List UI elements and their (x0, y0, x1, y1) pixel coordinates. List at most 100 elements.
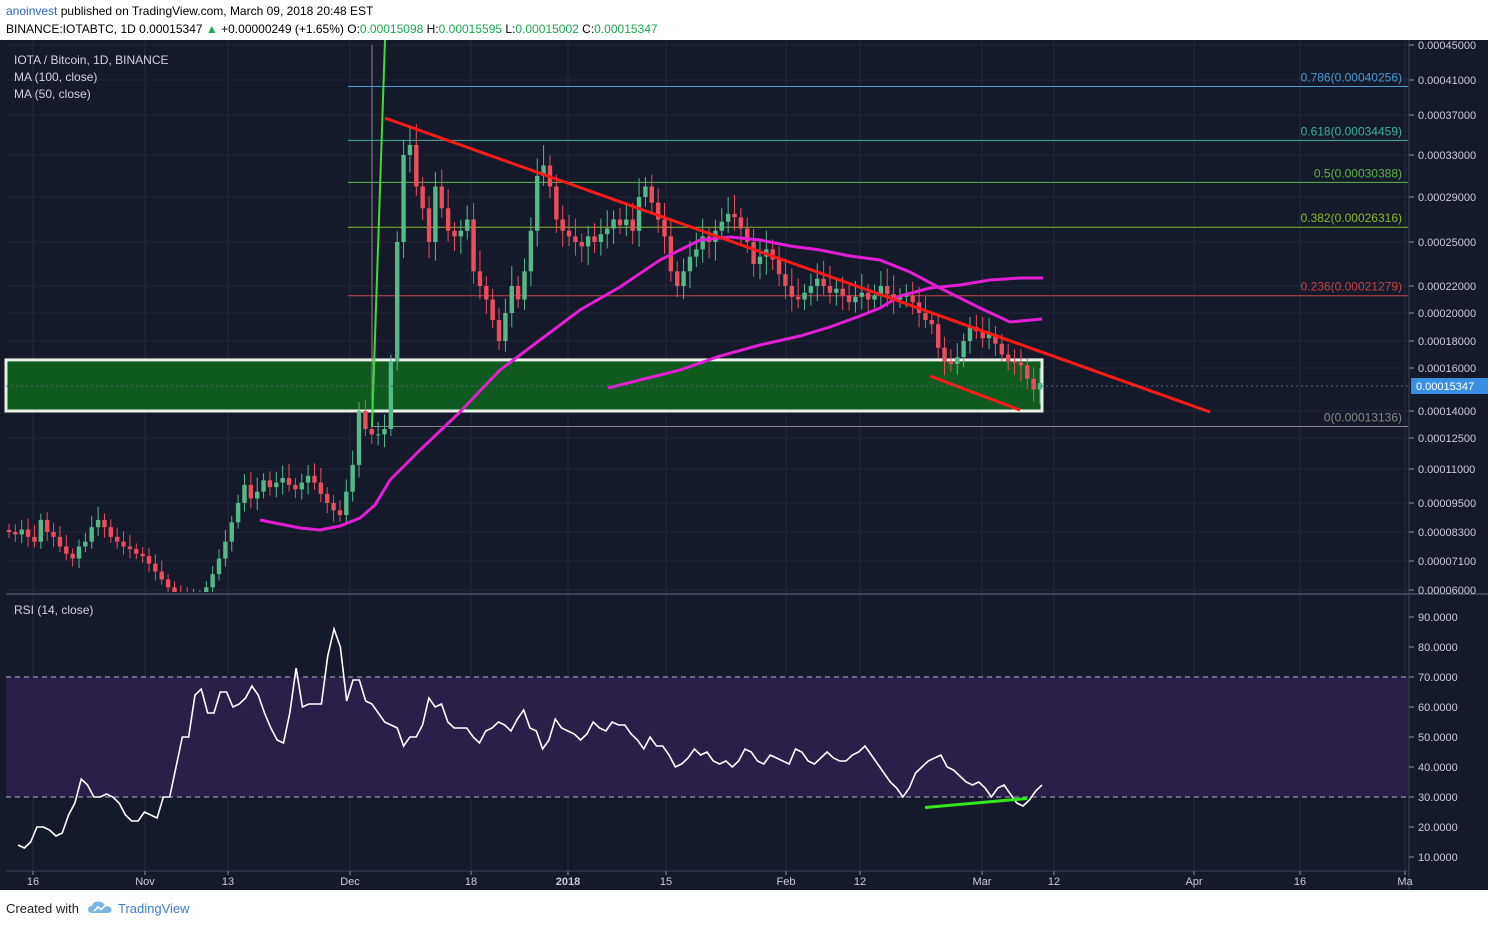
candle-body (70, 553, 75, 559)
price-axis-label: 0.00022000 (1418, 281, 1476, 293)
breakout-spike-line (371, 40, 386, 427)
candle-body (815, 278, 820, 286)
symbol-text: BINANCE:IOTABTC, 1D (6, 22, 136, 36)
publish-text: published on TradingView.com, March 09, … (60, 4, 374, 18)
candle-body (185, 595, 189, 598)
rsi-legend: RSI (14, close) (14, 603, 93, 617)
candle-body (929, 320, 935, 325)
candle-body (770, 249, 775, 260)
chart-area[interactable]: 0.786(0.00040256) 0.618(0.00034459) 0.5(0.… (0, 40, 1488, 890)
chart-legend-title: IOTA / Bitcoin, 1D, BINANCE (14, 53, 169, 67)
time-axis-label: Dec (340, 876, 360, 888)
candle-body (675, 271, 680, 286)
candle-body (636, 197, 642, 231)
candle-body (541, 165, 546, 176)
ma50-legend: MA (50, close) (14, 87, 91, 101)
price-axis-label: 0.00045000 (1418, 40, 1476, 52)
candle-body (885, 286, 890, 295)
ma100-line (259, 235, 1043, 532)
candle-body (13, 532, 18, 535)
candle-body (935, 324, 941, 348)
candle-body (598, 234, 604, 242)
candle-body (458, 230, 464, 237)
candle-body (515, 286, 521, 300)
candle-body (426, 208, 432, 242)
candle-body (140, 553, 145, 557)
candle-body (649, 186, 654, 203)
rsi-axis-label: 70.0000 (1418, 672, 1458, 684)
candle-body (993, 334, 998, 344)
candle-body (375, 434, 381, 436)
price-axis-label: 0.00006000 (1418, 585, 1476, 597)
author-link[interactable]: anoinvest (6, 4, 58, 18)
candle-body (134, 548, 139, 554)
footer: Created with TradingView (0, 890, 1488, 926)
candle-body (955, 357, 960, 364)
close-label: C: (582, 22, 595, 36)
candle-body (1037, 383, 1043, 390)
candle-body (76, 546, 82, 559)
candle-body (382, 429, 387, 435)
price-axis-label: 0.00016000 (1418, 363, 1476, 375)
candle-body (566, 230, 572, 237)
candle-body (420, 186, 425, 209)
support-zone-box (4, 358, 1044, 413)
current-price-tag (1411, 378, 1488, 394)
candle-body (528, 230, 534, 272)
fib-level-label: 0.236(0.00021279) (1301, 280, 1402, 294)
high-label: H: (426, 22, 439, 36)
candle-body (948, 361, 954, 364)
candle-body (694, 249, 699, 257)
candle-body (560, 219, 565, 231)
candle-body (662, 219, 667, 237)
rsi-line (17, 626, 1043, 849)
candle-body (630, 219, 635, 231)
candle-body (51, 532, 56, 537)
price-axis-label: 0.00020000 (1418, 308, 1476, 320)
candle-body (1012, 361, 1017, 363)
tradingview-link[interactable]: TradingView (118, 901, 190, 916)
candle-body (286, 478, 292, 485)
price-axis-label: 0.00014000 (1418, 406, 1476, 418)
candle-body (999, 343, 1005, 355)
candle-body (522, 271, 527, 300)
fib-level-label: 0.5(0.00030388) (1314, 166, 1402, 180)
open-value: 0.00015098 (359, 22, 424, 36)
candle-body (592, 236, 597, 242)
price-axis-label: 0.00008300 (1418, 527, 1476, 539)
time-axis-label: 18 (465, 876, 477, 888)
candle-body (38, 519, 44, 542)
candle-body (223, 541, 228, 559)
chart-header: anoinvest published on TradingView.com, … (0, 0, 1488, 40)
candle-body (127, 546, 133, 549)
up-triangle-icon: ▲ (205, 22, 218, 36)
time-axis-label: 15 (660, 876, 672, 888)
publish-line: anoinvest published on TradingView.com, … (6, 4, 373, 18)
candle-body (248, 484, 254, 499)
candle-body (503, 313, 508, 341)
candle-body (821, 278, 826, 286)
low-label: L: (505, 22, 516, 36)
ma100-legend: MA (100, close) (14, 70, 97, 84)
time-axis-label: 16 (27, 876, 39, 888)
candle-body (681, 271, 686, 286)
candle-body (57, 536, 63, 547)
candle-body (452, 230, 457, 237)
candle-body (25, 529, 31, 537)
candle-body (32, 536, 37, 542)
time-axis-label: 16 (1294, 876, 1306, 888)
rsi-axis-label: 10.0000 (1418, 852, 1458, 864)
time-axis-label: Mar (973, 876, 992, 888)
time-axis-label: 13 (222, 876, 234, 888)
candle-body (484, 286, 489, 300)
candle-body (274, 482, 279, 488)
candle-body (853, 296, 858, 303)
candle-body (89, 527, 94, 542)
rsi-axis-label: 40.0000 (1418, 762, 1458, 774)
candle-body (655, 202, 661, 220)
time-axis-label: Feb (777, 876, 796, 888)
candle-body (891, 294, 896, 300)
price-chart-svg[interactable]: 0.786(0.00040256) 0.618(0.00034459) 0.5(0.… (0, 40, 1488, 890)
candle-body (834, 288, 839, 293)
candle-body (198, 595, 202, 600)
